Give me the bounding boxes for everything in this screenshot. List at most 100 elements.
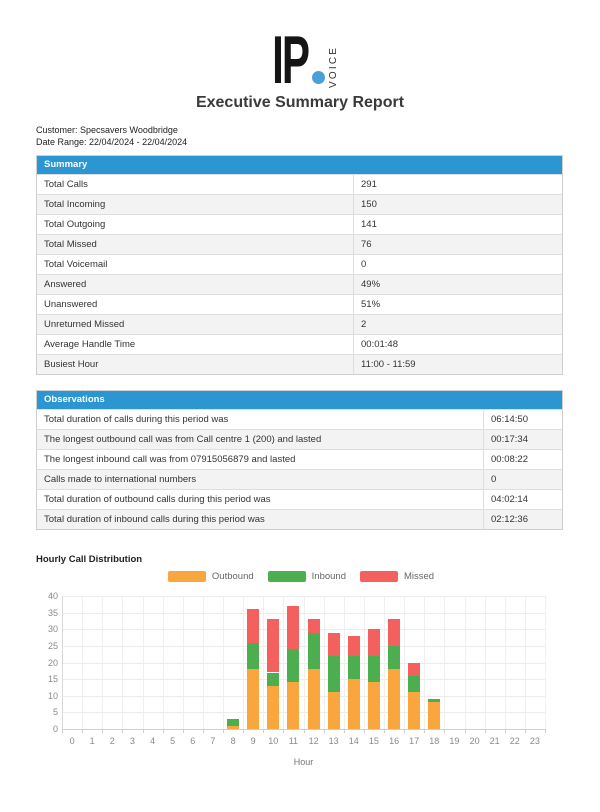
gridline: [484, 596, 486, 729]
row-value: 0: [483, 470, 562, 489]
x-axis-tick: [102, 729, 104, 733]
y-axis-label: 20: [47, 657, 58, 668]
x-axis-tick: [384, 729, 385, 733]
bar-segment-outbound: [307, 669, 320, 730]
bar-segment-inbound: [307, 632, 320, 670]
legend-item: Missed: [359, 571, 434, 582]
x-axis-tick: [62, 729, 63, 733]
gridline: [424, 596, 426, 729]
table-row: Total duration of calls during this peri…: [37, 409, 562, 429]
row-label: Unanswered: [44, 299, 98, 310]
gridline: [504, 596, 506, 729]
x-axis-tick: [263, 729, 265, 733]
row-value: 150: [353, 195, 562, 214]
bar-segment-inbound: [327, 655, 340, 693]
y-axis-label: 10: [47, 690, 58, 701]
x-axis-tick: [162, 729, 164, 733]
x-axis-tick: [202, 729, 204, 733]
row-value: 291: [353, 175, 562, 194]
row-label: Calls made to international numbers: [44, 474, 197, 485]
x-axis-tick: [223, 729, 224, 733]
bar-segment-missed: [327, 632, 340, 656]
row-label: The longest outbound call was from Call …: [44, 434, 322, 445]
x-axis-label: 19: [449, 736, 460, 746]
bar-segment-outbound: [327, 692, 340, 729]
observations-table: Observations Total duration of calls duri…: [36, 390, 563, 530]
x-axis-label: 11: [288, 736, 299, 746]
bar-segment-outbound: [428, 702, 441, 729]
x-axis-tick: [404, 729, 406, 733]
bar-segment-missed: [267, 619, 280, 673]
x-axis-label: 17: [409, 736, 420, 746]
x-axis-tick: [424, 729, 426, 733]
gridline: [384, 596, 385, 729]
x-axis-label: 9: [250, 736, 256, 746]
x-axis-label: 1: [89, 736, 95, 746]
bar-segment-outbound: [247, 669, 260, 730]
x-axis-tick: [524, 729, 526, 733]
row-value: 141: [353, 215, 562, 234]
bar-segment-inbound: [347, 655, 360, 680]
x-axis-tick: [343, 729, 345, 733]
table-row: Total Outgoing 141: [37, 214, 562, 234]
x-axis-label: 0: [69, 736, 75, 746]
gridline: [343, 596, 345, 729]
y-axis-label: 35: [47, 607, 58, 618]
table-row: Busiest Hour 11:00 - 11:59: [37, 354, 562, 374]
row-value: 76: [353, 235, 562, 254]
x-axis-tick: [243, 729, 245, 733]
row-label: Answered: [44, 279, 87, 290]
table-row: Unanswered 51%: [37, 294, 562, 314]
legend-label: Outbound: [211, 571, 254, 582]
gridline: [182, 596, 184, 729]
gridline: [223, 596, 224, 729]
logo-voice-text: VOICE: [327, 45, 339, 88]
y-axis-line: [62, 596, 63, 729]
row-label: Total Outgoing: [44, 219, 106, 230]
x-axis-label: 21: [489, 736, 500, 746]
gridline: [524, 596, 526, 729]
row-label: Total Voicemail: [44, 259, 108, 270]
bar-segment-missed: [408, 662, 421, 676]
bar-segment-outbound: [267, 685, 280, 729]
row-label: Average Handle Time: [44, 339, 136, 350]
x-axis-tick: [504, 729, 506, 733]
table-row: Total Incoming 150: [37, 194, 562, 214]
x-axis-label: 3: [129, 736, 135, 746]
row-value: 49%: [353, 275, 562, 294]
gridline: [283, 596, 285, 729]
row-value: 2: [353, 315, 562, 334]
gridline: [444, 596, 446, 729]
x-axis-label: 4: [150, 736, 156, 746]
y-axis-label: 5: [52, 707, 58, 718]
table-row: Total Calls 291: [37, 174, 562, 194]
bar-segment-inbound: [247, 642, 260, 670]
bar-segment-inbound: [388, 645, 401, 670]
bar-segment-outbound: [388, 669, 401, 730]
legend-item: Inbound: [267, 571, 346, 582]
bar-segment-missed: [307, 619, 320, 633]
bar-segment-inbound: [227, 719, 240, 726]
gridline: [142, 596, 144, 729]
x-axis-tick: [303, 729, 305, 733]
x-axis-label: 6: [190, 736, 196, 746]
x-axis-tick: [82, 729, 84, 733]
row-value: 02:12:36: [483, 510, 562, 529]
table-row: Total duration of inbound calls during t…: [37, 509, 562, 529]
gridline: [404, 596, 406, 729]
bar-segment-outbound: [287, 682, 300, 729]
x-axis-label: 5: [170, 736, 176, 746]
legend-swatch-icon: [267, 571, 306, 582]
bar-segment-missed: [388, 619, 401, 646]
x-axis-label: 22: [509, 736, 520, 746]
table-row: Unreturned Missed 2: [37, 314, 562, 334]
x-axis-label: 20: [469, 736, 480, 746]
page-title: Executive Summary Report: [195, 94, 405, 111]
x-axis-tick: [484, 729, 486, 733]
row-value: 00:08:22: [483, 450, 562, 469]
hourly-call-distribution-chart: Hourly Call Distribution Outbound Inbound…: [36, 552, 566, 787]
y-axis-label: 25: [47, 640, 58, 651]
x-axis-tick: [283, 729, 285, 733]
chart-legend: Outbound Inbound Missed: [36, 571, 566, 582]
gridline: [464, 596, 466, 729]
